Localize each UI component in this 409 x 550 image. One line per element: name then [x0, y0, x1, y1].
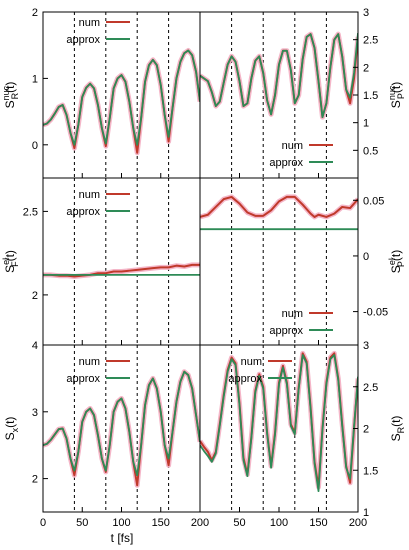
series-num-p21: [43, 263, 200, 278]
plot-area-p22: [200, 194, 358, 231]
plot-area-p11: [43, 48, 200, 156]
xtick-label-p31-3: 150: [152, 517, 170, 529]
ytick-label-p22-0: -0.05: [363, 307, 388, 319]
legend-label-p12-1: approx: [269, 157, 303, 169]
x-axis-label: t [fs]: [111, 531, 134, 545]
ytick-label-p12-5: 3: [363, 7, 369, 19]
xtick-label-p31-2: 100: [112, 517, 130, 529]
series-num-p11: [43, 49, 200, 154]
panel-p22: -0.05 0 0.05 SelP(t) num approx: [199, 177, 406, 346]
ytick-label-p31-1: 3: [32, 407, 38, 419]
y-axis-label-p12: SnucP(t): [387, 82, 406, 108]
legend-label-p21-1: approx: [66, 206, 100, 218]
xtick-label-p31-0: 0: [40, 517, 46, 529]
ytick-label-p32-3: 2.5: [363, 382, 378, 394]
ytick-label-p32-2: 2: [363, 424, 369, 436]
legend-label-p21-0: num: [79, 189, 100, 201]
series-num-p22: [200, 195, 358, 218]
legend-label-p32-1: approx: [228, 373, 262, 385]
xtick-label-p32-1: 50: [233, 517, 245, 529]
legend-p21: num approx: [66, 189, 130, 218]
series-approx-p11: [43, 49, 200, 146]
legend-p22: num approx: [269, 308, 333, 337]
legend-label-p31-1: approx: [66, 373, 100, 385]
plot-area-p32: [200, 350, 358, 493]
ytick-label-p12-4: 2.5: [363, 35, 378, 47]
legend-label-p11-1: approx: [66, 34, 100, 46]
series-glow-p32-0: [200, 350, 358, 490]
ytick-label-p32-4: 3: [363, 340, 369, 352]
legend-label-p22-0: num: [282, 308, 303, 320]
legend-label-p11-0: num: [79, 17, 100, 29]
legend-label-p12-0: num: [282, 140, 303, 152]
panel-p21: 2 2.5 SelF(t) num approx: [1, 177, 201, 346]
y-axis-label-p32: SR(t): [389, 416, 406, 442]
panel-p31: 2 3 4 0 50 100 150 200 Sx(t) num approx: [3, 340, 209, 529]
frame-p21: [42, 177, 201, 346]
ytick-label-p22-1: 0: [363, 251, 369, 263]
xtick-label-p32-4: 200: [349, 517, 367, 529]
panel-p12: 0.5 1 1.5 2 2.5 3 SnucP(t) num approx: [199, 7, 406, 179]
y-axis-label-p21: SelF(t): [1, 250, 20, 273]
y-axis-label-p31: Sx(t): [3, 417, 20, 441]
ytick-label-p32-1: 1.5: [363, 465, 378, 477]
ytick-label-p22-2: 0.05: [363, 195, 384, 207]
panel-p11: 0 1 2 SnucR(t) num approx: [1, 7, 201, 179]
plot-area-p12: [200, 31, 358, 120]
ytick-label-p32-0: 1: [363, 507, 369, 519]
panels-layer: 0 1 2 SnucR(t) num approx 0.5 1 1.5 2 2.5 3 SnucP(t)…: [1, 7, 406, 529]
legend-p12: num approx: [269, 140, 333, 169]
series-approx-p31: [43, 370, 200, 477]
legend-p32: num approx: [228, 356, 292, 385]
ytick-label-p11-0: 0: [32, 140, 38, 152]
ytick-label-p12-3: 2: [363, 62, 369, 74]
frame-p31: [42, 344, 201, 513]
legend-p11: num approx: [66, 17, 130, 46]
ytick-label-p31-2: 4: [32, 340, 38, 352]
series-approx-p12: [200, 32, 358, 119]
series-glow-p31-0: [43, 369, 200, 488]
xtick-label-p32-3: 150: [309, 517, 327, 529]
series-glow-p11-0: [43, 48, 200, 156]
ytick-label-p11-1: 1: [32, 73, 38, 85]
plot-area-p21: [43, 262, 200, 280]
xtick-label-p31-1: 50: [76, 517, 88, 529]
xtick-label-p32-2: 100: [270, 517, 288, 529]
ytick-label-p21-0: 2: [32, 290, 38, 302]
xtick-label-p31-4: 200: [191, 517, 209, 529]
ytick-label-p11-2: 2: [32, 7, 38, 19]
ytick-label-p21-1: 2.5: [23, 206, 38, 218]
ytick-label-p31-0: 2: [32, 474, 38, 486]
series-approx-p32: [200, 354, 358, 493]
y-axis-label-p11: SnucR(t): [1, 82, 20, 109]
legend-p31: num approx: [66, 356, 130, 385]
legend-label-p32-0: num: [241, 356, 262, 368]
frame-p32: [199, 344, 359, 513]
y-axis-label-p22: SelP(t): [387, 250, 406, 273]
legend-label-p31-0: num: [79, 356, 100, 368]
legend-label-p22-1: approx: [269, 325, 303, 337]
plot-area-p31: [43, 369, 200, 488]
ytick-label-p12-2: 1.5: [363, 90, 378, 102]
panel-p32: 1 1.5 2 2.5 3 50 100 150 200 SR(t) num approx: [199, 340, 406, 529]
ytick-label-p12-0: 0.5: [363, 145, 378, 157]
series-num-p31: [43, 370, 200, 487]
ytick-label-p12-1: 1: [363, 118, 369, 130]
